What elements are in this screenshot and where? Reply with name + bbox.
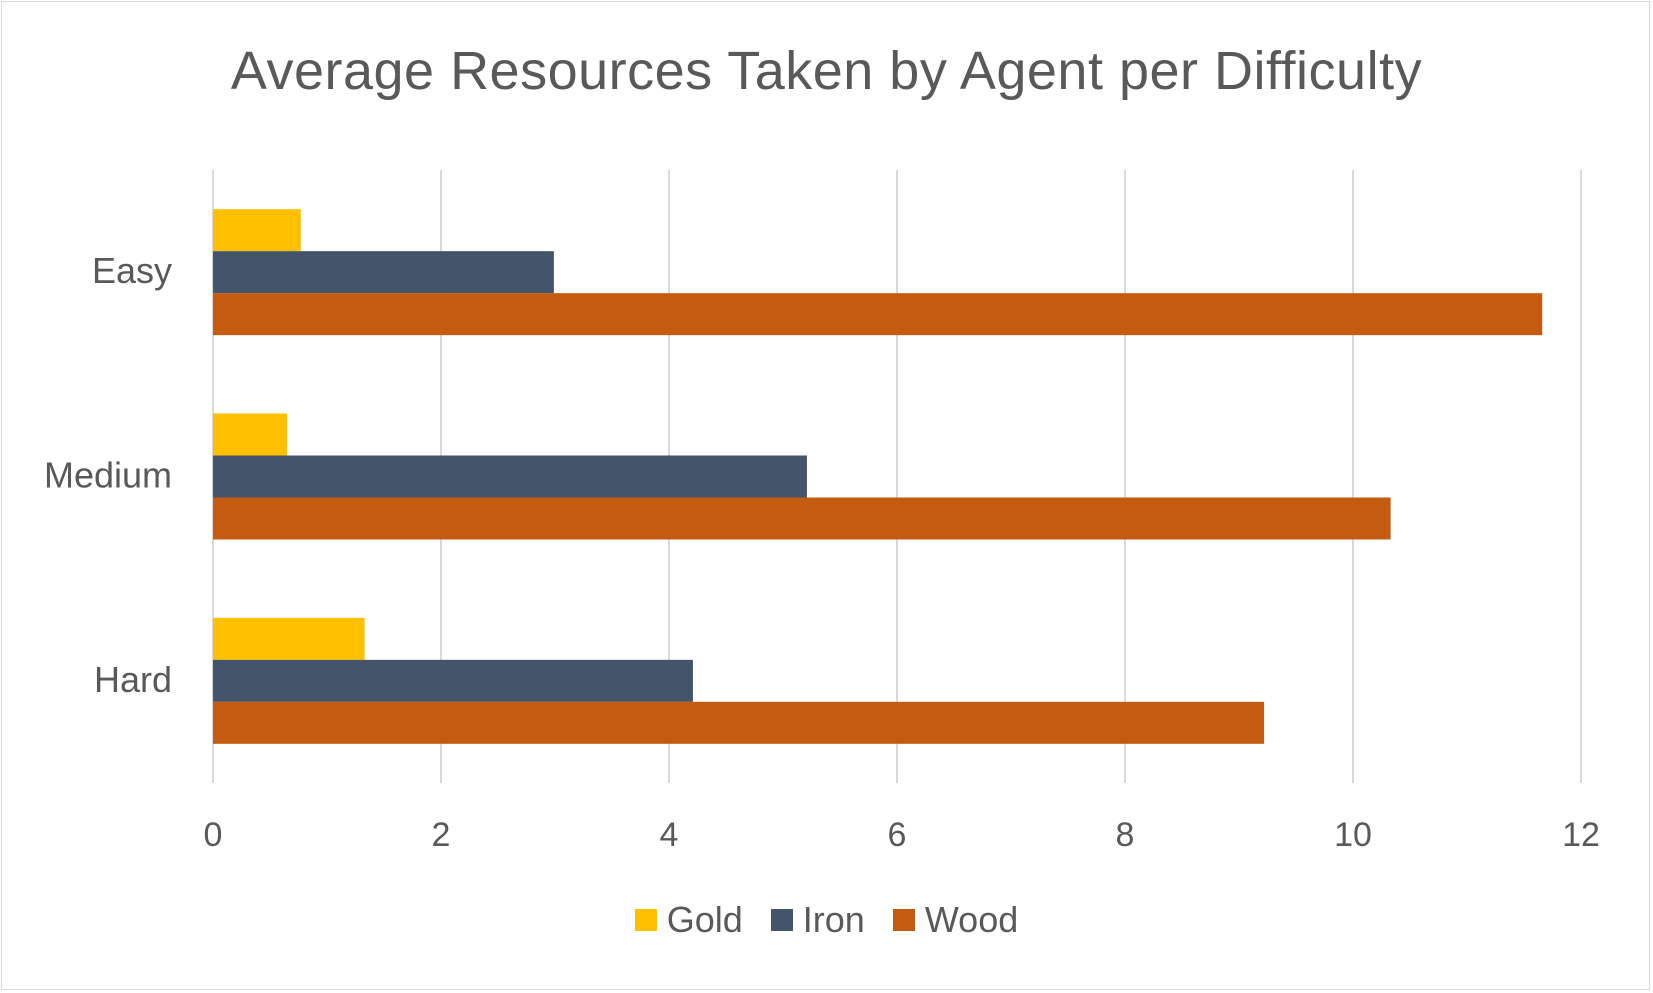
bars <box>213 209 1543 744</box>
x-tick-label: 6 <box>888 816 907 854</box>
legend-label-gold: Gold <box>666 899 743 940</box>
x-tick-label: 12 <box>1562 816 1600 854</box>
legend-label-iron: Iron <box>802 899 865 940</box>
tick-labels: 0 2 4 6 8 10 12 <box>204 816 1600 854</box>
bar-gold-hard <box>213 617 365 660</box>
bar-iron-hard <box>213 659 693 702</box>
bar-iron-medium <box>213 455 807 498</box>
bar-gold-easy <box>213 209 301 252</box>
legend-item-wood: Wood <box>892 899 1019 940</box>
bar-wood-hard <box>213 701 1265 744</box>
legend-item-iron: Iron <box>770 899 865 940</box>
x-tick-label: 8 <box>1116 816 1135 854</box>
legend-item-gold: Gold <box>634 899 743 940</box>
chart-title: Average Resources Taken by Agent per Dif… <box>230 41 1423 101</box>
category-label-hard: Hard <box>94 659 172 700</box>
bar-wood-medium <box>213 497 1391 540</box>
bar-iron-easy <box>213 251 554 294</box>
bar-wood-easy <box>213 293 1543 336</box>
category-label-easy: Easy <box>92 250 172 291</box>
legend-swatch-wood <box>892 909 915 931</box>
x-tick-label: 10 <box>1334 816 1372 854</box>
legend: Gold Iron Wood <box>0 902 1653 938</box>
x-tick-label: 2 <box>432 816 451 854</box>
legend-swatch-gold <box>634 909 657 931</box>
x-tick-label: 0 <box>204 816 223 854</box>
legend-label-wood: Wood <box>924 899 1019 940</box>
category-label-medium: Medium <box>44 455 172 496</box>
x-tick-label: 4 <box>660 816 679 854</box>
bar-gold-medium <box>213 413 288 456</box>
legend-swatch-iron <box>770 909 793 931</box>
category-labels: Easy Medium Hard <box>44 250 172 700</box>
